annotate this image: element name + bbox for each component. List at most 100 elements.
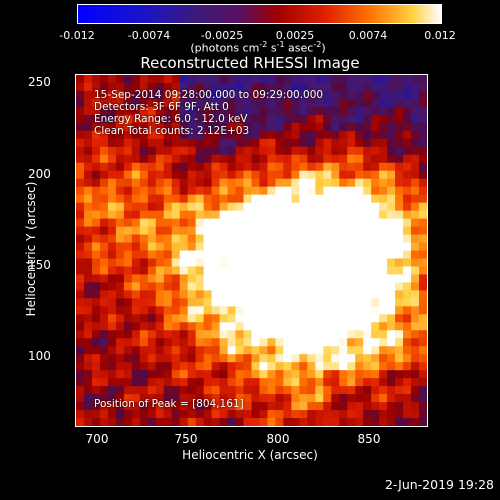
heatmap-cell <box>363 394 372 403</box>
heatmap-cell <box>115 370 125 379</box>
heatmap-cell <box>371 106 380 116</box>
heatmap-cell <box>275 130 284 140</box>
heatmap-cell <box>363 378 372 387</box>
heatmap-cell <box>235 218 244 227</box>
heatmap-cell <box>379 242 388 251</box>
heatmap-cell <box>275 394 284 403</box>
heatmap-cell <box>315 290 324 299</box>
heatmap-cell <box>139 90 149 100</box>
heatmap-cell <box>163 114 173 124</box>
heatmap-cell <box>379 146 388 156</box>
heatmap-cell <box>355 378 364 387</box>
heatmap-cell <box>123 258 133 267</box>
heatmap-cell <box>339 362 348 371</box>
heatmap-cell <box>395 298 404 307</box>
heatmap-cell <box>291 282 300 291</box>
heatmap-cell <box>347 194 356 204</box>
heatmap-cell <box>171 178 181 188</box>
heatmap-cell <box>291 114 300 124</box>
heatmap-cell <box>179 418 189 426</box>
heatmap-cell <box>171 114 181 124</box>
heatmap-cell <box>147 178 157 188</box>
heatmap-cell <box>363 346 372 355</box>
heatmap-cell <box>299 170 308 180</box>
heatmap-cell <box>115 98 125 108</box>
heatmap-cell <box>171 162 181 172</box>
heatmap-cell <box>347 186 356 196</box>
heatmap-cell <box>379 274 388 283</box>
heatmap-cell <box>387 282 396 291</box>
heatmap-cell <box>419 106 427 116</box>
heatmap-cell <box>227 250 236 259</box>
heatmap-cell <box>395 146 404 156</box>
heatmap-cell <box>411 378 420 387</box>
heatmap-cell <box>315 418 324 426</box>
heatmap-cell <box>147 346 157 355</box>
heatmap-cell <box>403 162 412 172</box>
heatmap-cell <box>347 178 356 188</box>
heatmap-cell <box>211 386 220 395</box>
heatmap-cell <box>243 210 252 219</box>
heatmap-cell <box>227 178 236 188</box>
heatmap-cell <box>419 370 427 379</box>
heatmap-cell <box>123 226 133 235</box>
heatmap-cell <box>315 146 324 156</box>
heatmap-cell <box>299 346 308 355</box>
heatmap-cell <box>235 106 244 116</box>
heatmap-cell <box>299 186 308 196</box>
heatmap-cell <box>195 266 205 275</box>
heatmap-cell <box>315 194 324 204</box>
heatmap-cell <box>163 226 173 235</box>
heatmap-cell <box>179 138 189 148</box>
heatmap-cell <box>115 75 125 84</box>
heatmap-cell <box>251 170 260 180</box>
heatmap-cell <box>323 234 332 243</box>
heatmap-cell <box>179 306 189 315</box>
heatmap-cell <box>283 82 292 92</box>
heatmap-cell <box>331 242 340 251</box>
heatmap-cell <box>267 162 276 172</box>
heatmap-cell <box>371 290 380 299</box>
heatmap-cell <box>243 250 252 259</box>
heatmap-cell <box>259 298 268 307</box>
heatmap-cell <box>203 194 213 204</box>
heatmap-cell <box>267 330 276 339</box>
heatmap-cell <box>307 82 316 92</box>
heatmap-cell <box>163 370 173 379</box>
heatmap-cell <box>179 226 189 235</box>
heatmap-cell <box>179 354 189 363</box>
heatmap-cell <box>275 210 284 219</box>
heatmap-cell <box>363 154 372 164</box>
heatmap-cell <box>179 170 189 180</box>
heatmap-cell <box>179 162 189 172</box>
heatmap-cell <box>331 370 340 379</box>
heatmap-cell <box>211 218 220 227</box>
heatmap-cell <box>139 386 149 395</box>
heatmap-cell <box>307 306 316 315</box>
heatmap-cell <box>91 250 101 259</box>
heatmap-cell <box>179 242 189 251</box>
heatmap-cell <box>171 386 181 395</box>
heatmap-cell <box>291 362 300 371</box>
heatmap-cell <box>123 306 133 315</box>
heatmap-cell <box>395 178 404 188</box>
heatmap-cell <box>91 282 101 291</box>
heatmap-cell <box>307 298 316 307</box>
heatmap-cell <box>363 226 372 235</box>
heatmap-cell <box>91 170 101 180</box>
heatmap-cell <box>76 170 85 180</box>
heatmap-cell <box>299 274 308 283</box>
heatmap-cell <box>115 386 125 395</box>
heatmap-cell <box>163 410 173 419</box>
heatmap-cell <box>123 98 133 108</box>
heatmap-cell <box>339 114 348 124</box>
heatmap-cell <box>131 210 141 219</box>
heatmap-cell <box>299 362 308 371</box>
heatmap-cell <box>163 106 173 116</box>
heatmap-cell <box>299 210 308 219</box>
heatmap-cell <box>115 274 125 283</box>
heatmap-cell <box>323 106 332 116</box>
heatmap-cell <box>179 122 189 132</box>
heatmap-cell <box>419 114 427 124</box>
heatmap-cell <box>259 82 268 92</box>
